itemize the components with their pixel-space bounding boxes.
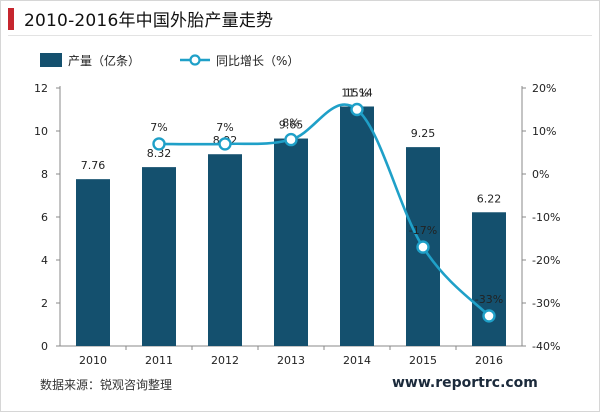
- y-left-tick-label: 12: [34, 82, 48, 95]
- legend-line-label: 同比增长（%）: [216, 54, 299, 68]
- growth-labels: 7% 7% 8% 15% -17% -33%: [150, 87, 503, 306]
- y-right-tick-label: -20%: [532, 254, 560, 267]
- bar-value-label: 11.14: [341, 86, 373, 99]
- bar-value-label: 6.22: [477, 192, 502, 205]
- source-note: 数据来源：锐观咨询整理: [40, 378, 173, 392]
- y-left-tick-label: 10: [34, 125, 48, 138]
- y-left-tick-label: 0: [41, 340, 48, 353]
- y-right-tick-label: -40%: [532, 340, 560, 353]
- growth-point: [416, 240, 430, 254]
- growth-value-label: 7%: [150, 121, 167, 134]
- legend-line-marker: [189, 54, 201, 66]
- x-tick-label: 2014: [343, 354, 371, 367]
- bar: [340, 106, 374, 347]
- title-accent-bar: [8, 8, 14, 30]
- y-left-tick-label: 8: [41, 168, 48, 181]
- growth-point: [218, 137, 232, 151]
- bar: [274, 138, 308, 346]
- y-right-tick-label: 20%: [532, 82, 556, 95]
- growth-value-label: 8%: [282, 117, 299, 130]
- growth-value-label: 7%: [216, 121, 233, 134]
- y-right-tick-label: -30%: [532, 297, 560, 310]
- axes: 0 2 4 6 8 10 12 -40% -30% -20% -10% 0% 10% 20% 2010 201…: [34, 82, 560, 367]
- x-tick-label: 2016: [475, 354, 503, 367]
- y-right-tick-label: 0%: [532, 168, 549, 181]
- y-right-tick-label: 10%: [532, 125, 556, 138]
- x-tick-label: 2011: [145, 354, 173, 367]
- y-right-tick-label: -10%: [532, 211, 560, 224]
- bar-value-label: 9.25: [411, 127, 436, 140]
- legend-bar-label: 产量（亿条）: [68, 53, 140, 68]
- watermark: www.reportrc.com: [392, 375, 538, 391]
- bar: [472, 212, 506, 346]
- growth-point: [284, 132, 298, 147]
- growth-point: [152, 137, 166, 151]
- x-tick-label: 2013: [277, 354, 305, 367]
- growth-value-label: 15%: [345, 87, 369, 100]
- bar: [76, 179, 110, 346]
- y-left-tick-label: 4: [41, 254, 48, 267]
- growth-value-label: -33%: [475, 293, 503, 306]
- bar: [208, 154, 242, 346]
- growth-point: [350, 102, 364, 117]
- bar-value-label: 7.76: [81, 159, 106, 172]
- y-left-tick-label: 2: [41, 297, 48, 310]
- bar-value-label: 9.65: [279, 119, 304, 132]
- growth-value-label: -17%: [409, 224, 437, 237]
- legend: 产量（亿条） 同比增长（%）: [40, 53, 299, 68]
- y-left-tick-label: 6: [41, 211, 48, 224]
- x-tick-label: 2015: [409, 354, 437, 367]
- title-divider: [8, 35, 592, 36]
- legend-bar-swatch: [40, 53, 62, 67]
- growth-point: [482, 309, 496, 323]
- x-tick-label: 2012: [211, 354, 239, 367]
- growth-line-series: [152, 102, 496, 323]
- bar-value-label: 8.32: [147, 147, 172, 160]
- chart-title: 2010-2016年中国外胎产量走势: [24, 11, 274, 31]
- bar: [142, 167, 176, 346]
- x-tick-label: 2010: [79, 354, 107, 367]
